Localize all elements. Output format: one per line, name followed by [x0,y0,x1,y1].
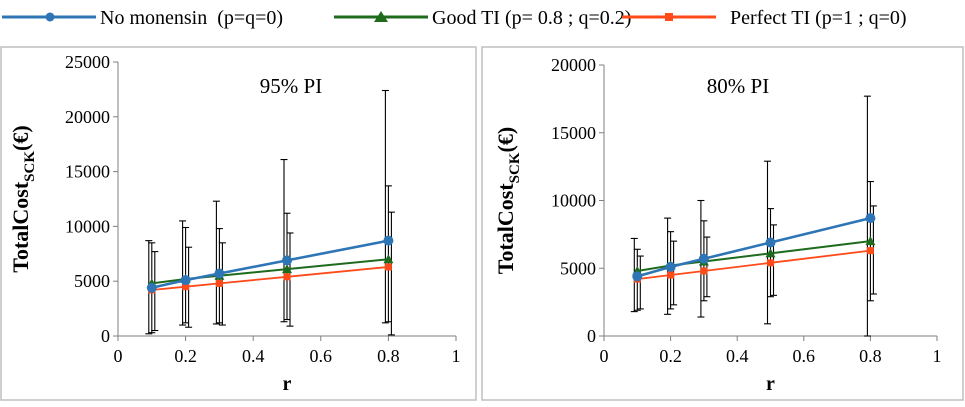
data-point-good-ti [383,254,394,264]
data-point-no-monensin [214,268,225,279]
x-axis-label: r [766,373,775,395]
data-point-perfect-ti [767,259,774,267]
y-axis-label-subscript: SCK [22,151,38,182]
data-point-perfect-ti [700,267,708,275]
x-tick-label: 0.2 [659,346,682,366]
y-tick-label: 15000 [551,123,596,143]
data-point-perfect-ti [283,273,291,281]
x-tick-label: 0 [114,346,123,366]
y-axis-label: TotalCostSCK(€) [8,125,38,272]
data-point-perfect-ti [215,279,223,287]
x-tick-label: 1 [933,346,942,366]
y-axis-label-main: TotalCost [493,183,518,275]
x-tick-label: 0.6 [793,346,816,366]
x-tick-label: 0.4 [726,346,749,366]
x-tick-label: 0.8 [859,346,882,366]
data-point-no-monensin [665,261,676,272]
legend-item-no-monensin: No monensin (p=q=0) [2,7,283,29]
legend-marker-good-ti [374,11,388,22]
y-tick-label: 25000 [65,52,110,72]
pi-annotation: 95% PI [260,74,322,98]
x-axis-label: r [283,373,292,395]
legend-label-no-monensin: No monensin (p=q=0) [100,7,283,29]
chart-panel-95-pi: 0 5000 10000 15000 20000 25000 0 0.2 0.4 0.6 0.8 1 r… [8,52,461,395]
legend-label-good-ti: Good TI (p= 0.8 ; q=0.2) [432,7,631,29]
panel-left-border [0,46,477,401]
data-point-no-monensin [765,237,776,248]
y-tick-label: 5000 [74,271,110,291]
data-point-perfect-ti [866,247,874,255]
y-tick-label: 0 [587,326,596,346]
x-tick-label: 0.4 [242,346,265,366]
y-tick-label: 20000 [65,107,110,127]
y-tick-label: 15000 [65,162,110,182]
data-point-no-monensin [698,253,709,264]
y-axis-label-main: TotalCost [8,181,33,273]
y-axis-label: TotalCostSCK(€) [493,127,523,274]
legend-marker-no-monensin [45,12,55,22]
y-tick-label: 5000 [560,258,596,278]
x-tick-label: 0.8 [377,346,400,366]
x-tick-label: 0.2 [174,346,197,366]
data-point-no-monensin [180,275,191,286]
data-point-perfect-ti [667,271,675,279]
legend-marker-perfect-ti [665,13,673,21]
y-tick-label: 0 [101,326,110,346]
panel-right-border [481,46,964,401]
data-point-no-monensin [865,213,876,224]
y-axis-label-subscript: SCK [507,152,523,183]
data-point-no-monensin [282,255,292,266]
data-point-good-ti [765,248,776,258]
data-point-good-ti [865,236,876,246]
legend: No monensin (p=q=0) Good TI (p= 0.8 ; q=… [2,7,907,29]
y-tick-label: 10000 [551,191,596,211]
legend-item-good-ti: Good TI (p= 0.8 ; q=0.2) [334,7,631,29]
x-tick-label: 0 [600,346,609,366]
y-tick-label: 20000 [551,55,596,75]
x-tick-label: 0.6 [310,346,333,366]
data-point-perfect-ti [384,263,392,271]
y-axis-label-unit: (€) [8,125,33,151]
data-point-good-ti [282,264,292,274]
y-axis-label-unit: (€) [493,127,518,153]
legend-label-perfect-ti: Perfect TI (p=1 ; q=0) [730,7,907,29]
data-point-no-monensin [383,235,394,246]
x-tick-label: 1 [452,346,461,366]
data-point-no-monensin [146,282,157,293]
legend-item-perfect-ti: Perfect TI (p=1 ; q=0) [622,7,907,29]
pi-annotation: 80% PI [707,74,769,98]
data-point-no-monensin [632,271,643,282]
y-tick-label: 10000 [65,216,110,236]
chart-panel-80-pi: 0 5000 10000 15000 20000 0 0.2 0.4 0.6 0.8 1 r Total… [493,55,942,395]
data-point-perfect-ti [182,283,190,291]
